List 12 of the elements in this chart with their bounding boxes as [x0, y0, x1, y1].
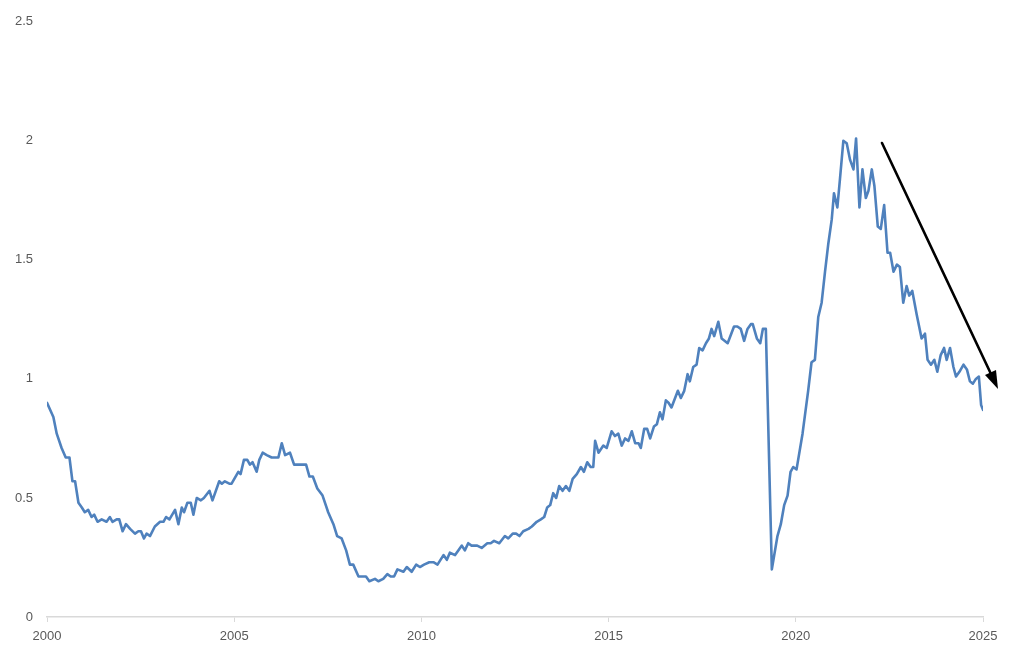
y-tick-label: 2 — [25, 132, 33, 148]
y-tick-label: 0 — [25, 608, 33, 624]
y-tick-label: 2.5 — [14, 13, 33, 29]
y-tick-label: 0.5 — [14, 489, 33, 505]
x-tick-label: 2005 — [219, 628, 249, 644]
x-tick-label: 2025 — [968, 628, 998, 644]
y-tick-label: 1.5 — [14, 251, 33, 267]
x-tick-label: 2015 — [594, 628, 624, 644]
x-tick-label: 2000 — [32, 628, 62, 644]
x-tick-label: 2010 — [406, 628, 436, 644]
y-tick-label: 1 — [25, 370, 33, 386]
x-tick-label: 2020 — [781, 628, 811, 644]
